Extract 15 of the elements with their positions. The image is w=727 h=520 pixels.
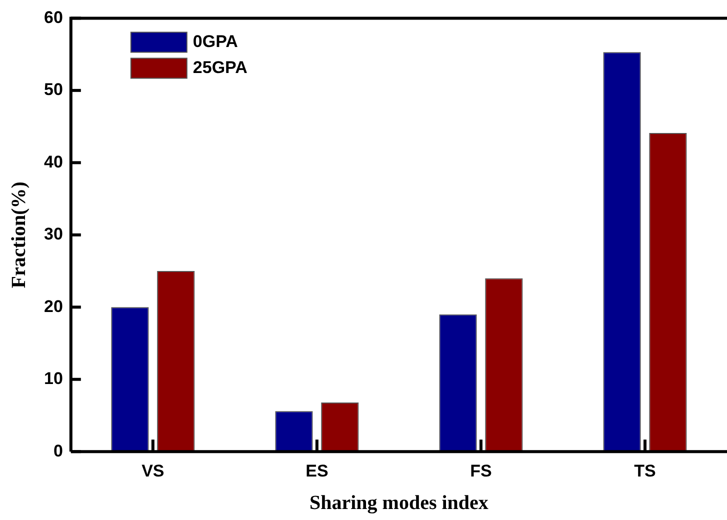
x-tick-label: FS <box>470 461 492 480</box>
x-tick-label: TS <box>634 461 656 480</box>
y-tick-label: 30 <box>44 224 63 244</box>
x-tick-label: VS <box>142 461 164 480</box>
y-tick-label: 0 <box>53 441 63 460</box>
x-tick-label: ES <box>306 461 328 480</box>
x-axis-title: Sharing modes index <box>309 492 488 514</box>
y-tick-label: 40 <box>44 152 63 172</box>
y-tick-label: 20 <box>44 296 63 316</box>
y-axis-title: Fraction(%) <box>8 182 30 288</box>
y-tick-label: 50 <box>44 80 63 100</box>
y-tick-label: 10 <box>44 369 63 388</box>
y-tick-label: 60 <box>44 8 63 27</box>
legend-label: 25GPA <box>192 58 248 77</box>
legend-label: 0GPA <box>192 32 238 51</box>
